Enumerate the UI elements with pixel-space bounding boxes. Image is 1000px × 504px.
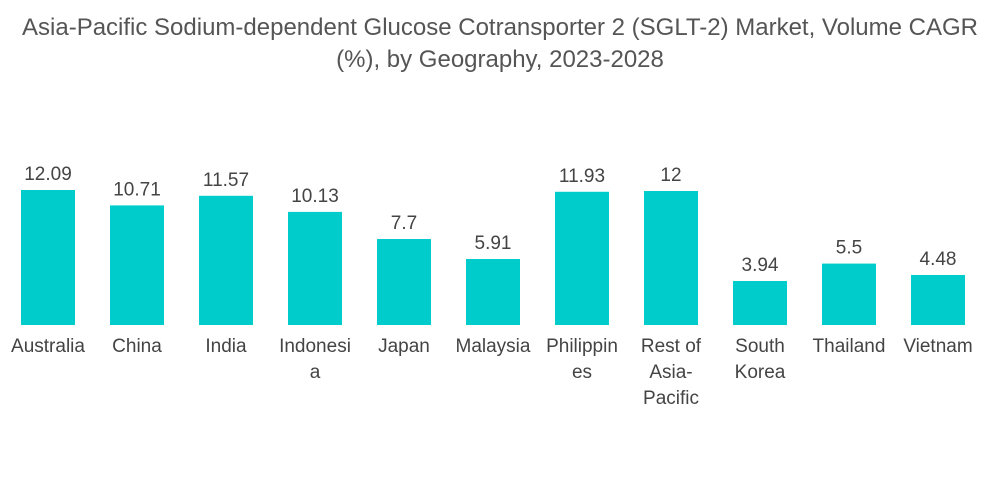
value-label: 3.94	[742, 255, 779, 276]
value-label: 4.48	[920, 249, 957, 270]
category-label: Thailand	[813, 336, 886, 357]
bar-indonesia	[288, 211, 342, 325]
value-label: 12.09	[24, 164, 72, 185]
category-label: Rest of Asia-Pacific	[641, 336, 702, 409]
category-label: Indonesi a	[279, 336, 351, 383]
category-label: Australia	[11, 336, 85, 357]
bar-vietnam	[911, 274, 965, 325]
category-label: India	[205, 336, 247, 357]
bar-south-korea	[733, 281, 787, 325]
bar-india	[199, 195, 253, 325]
value-label: 5.91	[475, 233, 512, 254]
value-label: 10.13	[291, 186, 339, 207]
value-label: 11.57	[203, 170, 249, 191]
bar-malaysia	[466, 259, 520, 325]
category-label: Vietnam	[903, 336, 972, 357]
category-label: China	[112, 336, 162, 357]
bar-china	[110, 205, 164, 325]
value-label: 10.71	[113, 179, 161, 200]
chart-title-line-2: (%), by Geography, 2023-2028	[336, 46, 664, 73]
value-label: 5.5	[836, 238, 862, 259]
bar-philippines	[555, 191, 609, 325]
bar-japan	[377, 239, 431, 325]
chart-title: Asia-Pacific Sodium-dependent Glucose Co…	[0, 12, 1000, 76]
value-label: 12	[660, 165, 681, 186]
bar-thailand	[822, 263, 876, 325]
category-label: Philippin es	[546, 336, 618, 383]
value-label: 11.93	[559, 166, 605, 187]
category-label: Malaysia	[456, 336, 531, 357]
category-label: South Korea	[735, 336, 786, 383]
chart-title-line-1: Asia-Pacific Sodium-dependent Glucose Co…	[22, 14, 978, 41]
value-label: 7.7	[391, 213, 417, 234]
bar-australia	[21, 190, 75, 325]
category-label: Japan	[378, 336, 430, 357]
bar-rest-of-asia-pacific	[644, 191, 698, 325]
